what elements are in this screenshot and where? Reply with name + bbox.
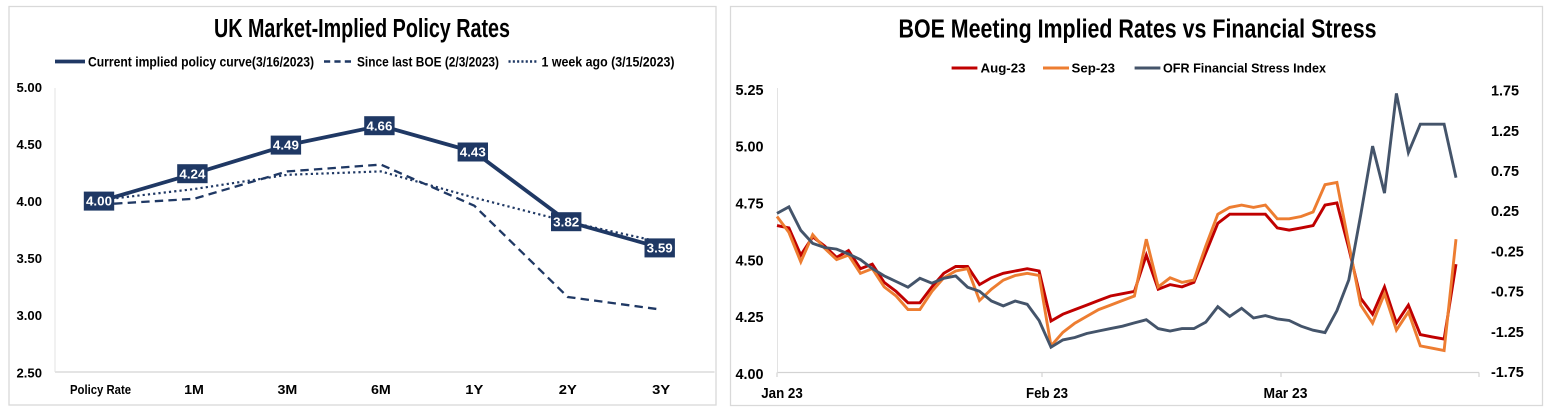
svg-text:OFR Financial Stress Index: OFR Financial Stress Index bbox=[1163, 60, 1327, 75]
svg-text:4.00: 4.00 bbox=[17, 195, 43, 209]
svg-text:4.66: 4.66 bbox=[366, 118, 392, 133]
svg-text:Mar 23: Mar 23 bbox=[1264, 386, 1308, 402]
svg-text:1Y: 1Y bbox=[465, 383, 484, 397]
svg-text:4.24: 4.24 bbox=[179, 166, 206, 181]
svg-text:2.50: 2.50 bbox=[17, 366, 43, 380]
svg-text:4.43: 4.43 bbox=[460, 145, 486, 160]
svg-text:4.75: 4.75 bbox=[735, 197, 763, 213]
svg-text:Since last BOE (2/3/2023): Since last BOE (2/3/2023) bbox=[357, 53, 499, 69]
svg-text:5.25: 5.25 bbox=[735, 83, 763, 99]
svg-text:4.50: 4.50 bbox=[17, 138, 43, 152]
svg-text:0.75: 0.75 bbox=[1491, 164, 1519, 180]
svg-text:Current implied policy curve(3: Current implied policy curve(3/16/2023) bbox=[88, 53, 314, 69]
svg-text:2Y: 2Y bbox=[559, 383, 578, 397]
svg-text:3.00: 3.00 bbox=[17, 309, 43, 323]
svg-text:1M: 1M bbox=[184, 383, 204, 397]
svg-text:5.00: 5.00 bbox=[17, 81, 43, 95]
svg-text:Policy Rate: Policy Rate bbox=[70, 383, 131, 397]
svg-text:-0.25: -0.25 bbox=[1491, 244, 1524, 260]
svg-text:0.25: 0.25 bbox=[1491, 204, 1519, 220]
svg-text:3.59: 3.59 bbox=[647, 241, 673, 256]
svg-text:-1.75: -1.75 bbox=[1491, 365, 1524, 381]
svg-text:3.82: 3.82 bbox=[553, 214, 579, 229]
svg-text:UK Market-Implied Policy Rates: UK Market-Implied Policy Rates bbox=[214, 15, 510, 43]
svg-text:Sep-23: Sep-23 bbox=[1072, 60, 1116, 75]
svg-text:4.25: 4.25 bbox=[735, 310, 763, 326]
svg-text:-1.25: -1.25 bbox=[1491, 325, 1524, 341]
svg-text:Aug-23: Aug-23 bbox=[981, 60, 1026, 75]
svg-text:4.50: 4.50 bbox=[735, 253, 763, 269]
svg-text:5.00: 5.00 bbox=[735, 140, 763, 156]
svg-text:1.75: 1.75 bbox=[1491, 84, 1519, 100]
svg-text:Jan 23: Jan 23 bbox=[761, 386, 803, 402]
svg-text:4.00: 4.00 bbox=[735, 367, 763, 383]
svg-text:3.50: 3.50 bbox=[17, 252, 43, 266]
svg-text:1 week ago (3/15/2023): 1 week ago (3/15/2023) bbox=[542, 53, 675, 69]
svg-text:4.00: 4.00 bbox=[86, 194, 112, 209]
svg-text:BOE Meeting Implied Rates vs F: BOE Meeting Implied Rates vs Financial S… bbox=[899, 16, 1377, 44]
svg-text:6M: 6M bbox=[371, 383, 391, 397]
svg-text:3M: 3M bbox=[278, 383, 298, 397]
svg-text:4.49: 4.49 bbox=[273, 138, 299, 153]
svg-text:Feb 23: Feb 23 bbox=[1026, 386, 1068, 402]
svg-text:-0.75: -0.75 bbox=[1491, 285, 1524, 301]
svg-text:1.25: 1.25 bbox=[1491, 124, 1519, 140]
svg-text:3Y: 3Y bbox=[652, 383, 671, 397]
